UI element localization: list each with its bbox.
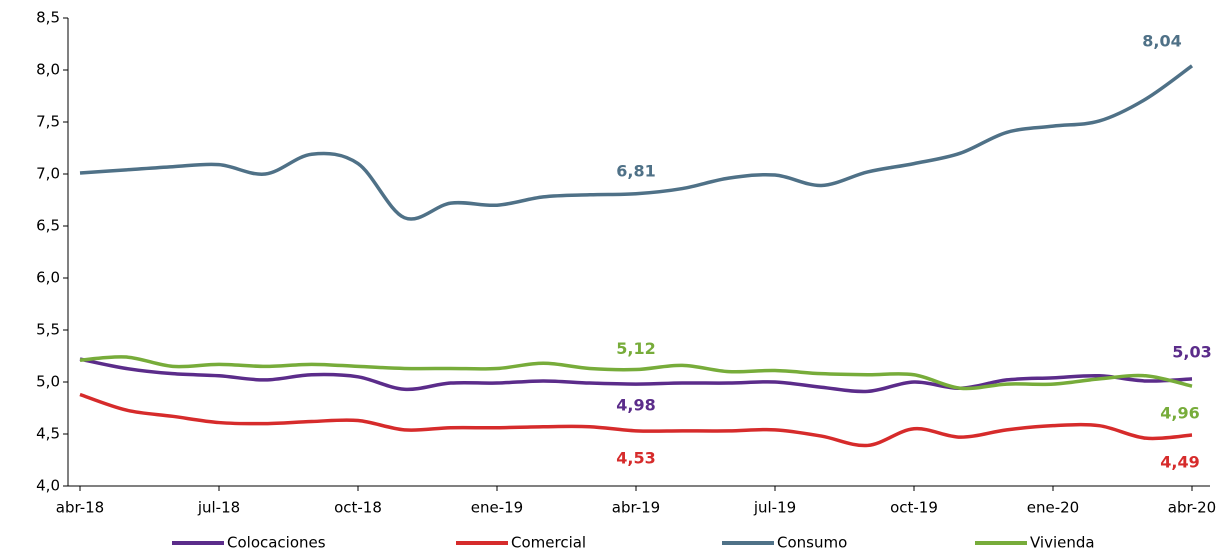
value-label: 5,03 — [1172, 342, 1211, 361]
legend-label: Colocaciones — [227, 534, 326, 552]
legend-label: Consumo — [777, 534, 847, 552]
y-tick-label: 5,0 — [36, 373, 60, 391]
y-tick-label: 7,0 — [36, 165, 60, 183]
x-tick-label: abr-19 — [612, 499, 660, 517]
series-line — [79, 357, 1193, 394]
series-line — [79, 355, 1193, 391]
series-line — [79, 64, 1194, 221]
value-label: 8,04 — [1142, 31, 1181, 50]
value-label: 5,12 — [616, 339, 655, 358]
x-tick-label: abr-20 — [1168, 499, 1216, 517]
value-label: 4,53 — [616, 448, 655, 467]
legend-label: Comercial — [511, 534, 586, 552]
x-tick-label: jul-19 — [753, 499, 796, 517]
y-tick-label: 7,5 — [36, 113, 60, 131]
value-label: 4,49 — [1160, 453, 1199, 472]
y-tick-label: 6,5 — [36, 217, 60, 235]
x-tick-label: ene-20 — [1027, 499, 1079, 517]
series-line — [79, 392, 1193, 448]
y-tick-label: 4,0 — [36, 477, 60, 495]
value-label: 4,96 — [1160, 404, 1199, 423]
x-tick-label: ene-19 — [471, 499, 523, 517]
y-tick-label: 8,0 — [36, 61, 60, 79]
x-tick-label: jul-18 — [197, 499, 240, 517]
value-label: 6,81 — [616, 161, 655, 180]
y-tick-label: 8,5 — [36, 9, 60, 27]
value-label: 4,98 — [616, 396, 655, 415]
y-tick-label: 6,0 — [36, 269, 60, 287]
x-tick-label: oct-19 — [890, 499, 938, 517]
x-tick-label: oct-18 — [334, 499, 382, 517]
x-tick-label: abr-18 — [56, 499, 104, 517]
y-tick-label: 4,5 — [36, 425, 60, 443]
legend-label: Vivienda — [1030, 534, 1095, 552]
y-tick-label: 5,5 — [36, 321, 60, 339]
